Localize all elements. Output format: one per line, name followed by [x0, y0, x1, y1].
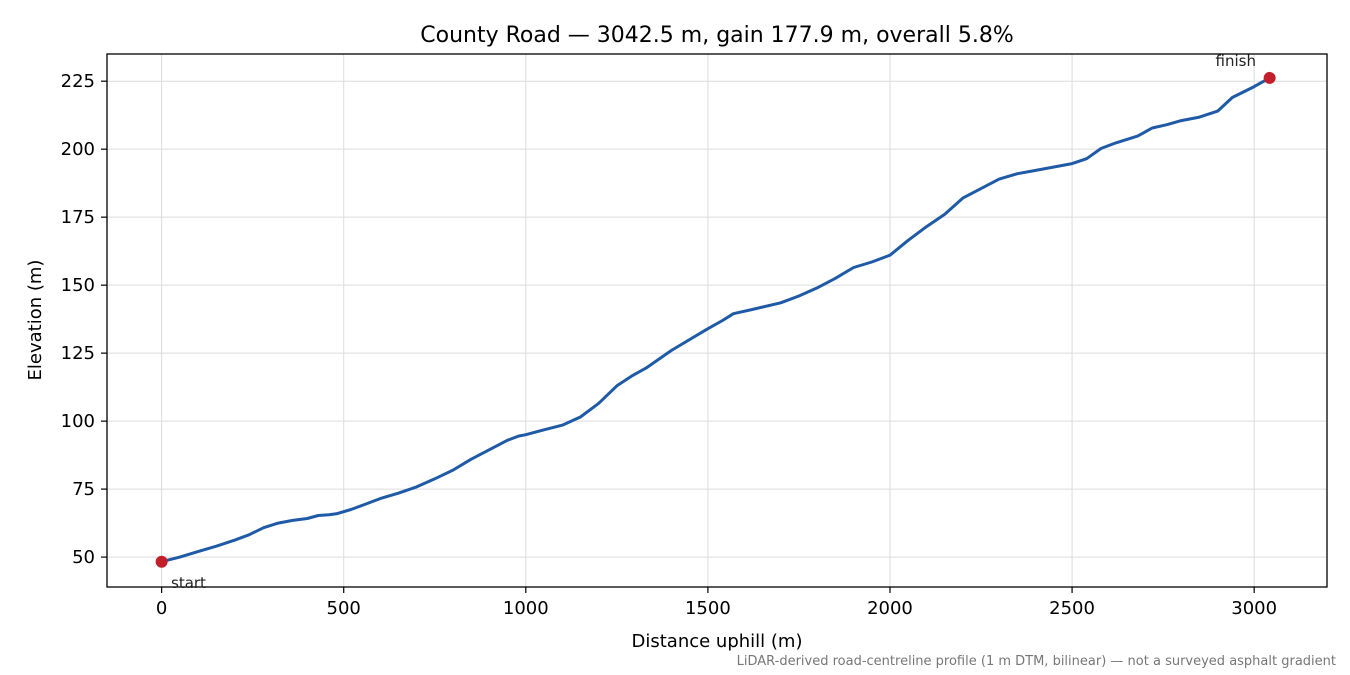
finish-annotation: finish — [1216, 52, 1256, 70]
finish-marker — [1263, 71, 1276, 84]
axis-ticks: 0 500 1000 1500 2000 2500 3000 50 75 100 125 150 175… — [61, 71, 1277, 619]
x-tick-label: 500 — [327, 598, 361, 619]
plot-frame — [106, 53, 1328, 588]
x-tick-label: 2500 — [1049, 598, 1095, 619]
x-tick-label: 0 — [156, 598, 167, 619]
y-tick-label: 75 — [72, 479, 95, 500]
x-axis-label: Distance uphill (m) — [632, 631, 803, 652]
series-layer — [155, 71, 1276, 568]
grid-lines — [107, 54, 1327, 587]
y-tick-label: 150 — [61, 275, 95, 296]
chart-title: County Road — 3042.5 m, gain 177.9 m, ov… — [420, 23, 1013, 48]
y-tick-label: 200 — [61, 139, 95, 160]
x-tick-label: 1000 — [503, 598, 549, 619]
x-tick-label: 3000 — [1231, 598, 1277, 619]
y-tick-label: 100 — [61, 411, 95, 432]
y-tick-label: 225 — [61, 71, 95, 92]
y-axis-label: Elevation (m) — [25, 260, 46, 381]
elevation-line — [160, 76, 1272, 564]
y-tick-label: 50 — [72, 547, 95, 568]
footnote: LiDAR-derived road-centreline profile (1… — [737, 654, 1336, 669]
start-annotation: start — [171, 574, 206, 592]
x-tick-label: 1500 — [685, 598, 731, 619]
x-tick-label: 2000 — [867, 598, 913, 619]
start-marker — [155, 555, 168, 568]
y-tick-label: 125 — [61, 343, 95, 364]
y-tick-label: 175 — [61, 207, 95, 228]
